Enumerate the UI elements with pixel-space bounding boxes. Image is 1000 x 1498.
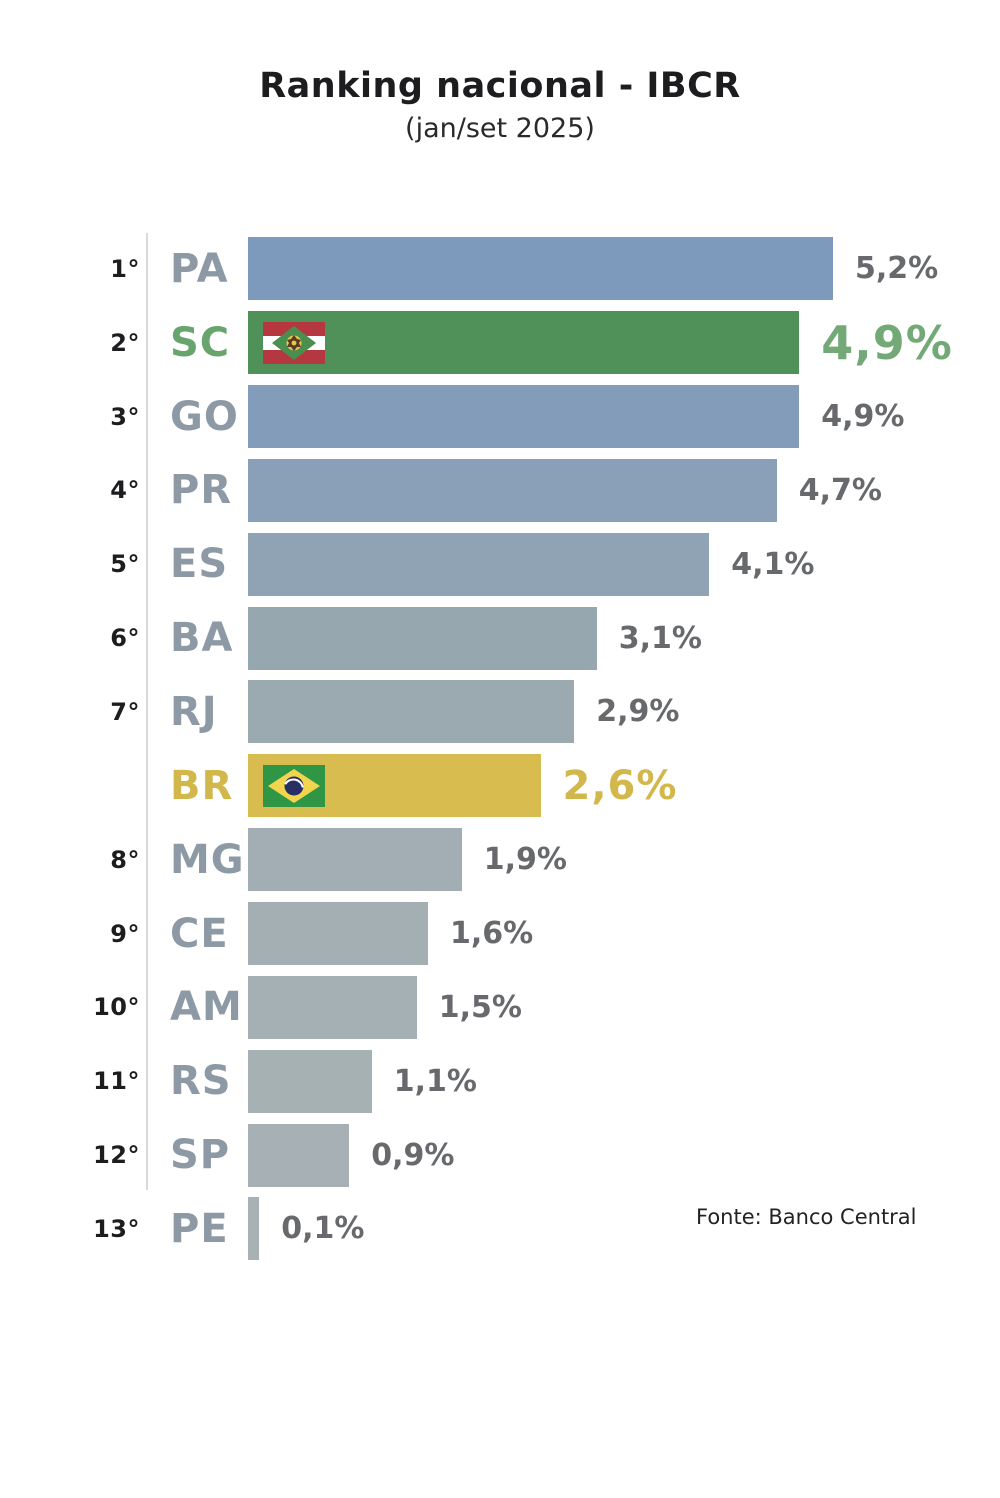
rank-label: 8° <box>110 845 140 874</box>
bar <box>248 828 462 892</box>
chart-row-go: 3° GO 4,9% <box>0 380 1000 454</box>
rank-label: 9° <box>110 919 140 948</box>
bar-value: 0,9% <box>371 1137 455 1173</box>
state-label: PA <box>170 245 229 292</box>
rank-label: 10° <box>93 993 140 1022</box>
bar <box>248 532 710 596</box>
chart-row-sp: 12° SP 0,9% <box>0 1118 1000 1192</box>
state-label: BA <box>170 615 234 662</box>
rank-label: 4° <box>110 476 140 505</box>
bar-value: 1,1% <box>393 1063 477 1099</box>
bar-chart: 1° PA 5,2% 2° SC 4,9% 3° <box>0 232 1000 1266</box>
bar-value: 4,7% <box>798 472 882 508</box>
chart-row-sc: 2° SC 4,9% <box>0 306 1000 380</box>
rank-label: 6° <box>110 624 140 653</box>
rank-label: 5° <box>110 550 140 579</box>
bar-value: 3,1% <box>618 620 702 656</box>
chart-row-pe: 13° PE 0,1% <box>0 1192 1000 1266</box>
chart-subtitle: (jan/set 2025) <box>405 113 595 144</box>
state-label: GO <box>170 393 239 440</box>
chart-row-ce: 9° CE 1,6% <box>0 897 1000 971</box>
state-label: PR <box>170 467 233 514</box>
state-label: ES <box>170 541 229 588</box>
bar <box>248 311 800 375</box>
rank-label: 11° <box>93 1067 140 1096</box>
chart-row-mg: 8° MG 1,9% <box>0 823 1000 897</box>
santa-catarina-flag-icon <box>263 321 325 364</box>
bar <box>248 606 597 670</box>
rank-label: 12° <box>93 1141 140 1170</box>
bar-value: 4,1% <box>731 546 815 582</box>
bar <box>248 680 575 744</box>
bar-value: 2,9% <box>596 694 680 730</box>
bar-value: 1,9% <box>483 842 567 878</box>
chart-row-br: BR 2,6% <box>0 749 1000 823</box>
bar <box>248 385 800 449</box>
state-label: RJ <box>170 688 218 735</box>
state-label: SC <box>170 319 231 366</box>
rank-label: 3° <box>110 402 140 431</box>
state-label: AM <box>170 984 243 1031</box>
bar <box>248 902 428 966</box>
rank-label: 13° <box>93 1214 140 1243</box>
rank-label: 7° <box>110 697 140 726</box>
chart-row-am: 10° AM 1,5% <box>0 970 1000 1044</box>
chart-row-ba: 6° BA 3,1% <box>0 601 1000 675</box>
rank-label: 1° <box>110 254 140 283</box>
state-label: PE <box>170 1205 229 1252</box>
axis-line <box>146 233 148 1190</box>
bar <box>248 1123 350 1187</box>
bar-value: 1,6% <box>450 916 534 952</box>
bar-value: 4,9% <box>821 315 953 370</box>
bar <box>248 1197 260 1261</box>
state-label: CE <box>170 910 229 957</box>
bar <box>248 975 417 1039</box>
bar-value: 0,1% <box>281 1211 365 1247</box>
bar-value: 1,5% <box>438 989 522 1025</box>
brazil-flag-icon <box>263 764 325 807</box>
chart-row-pr: 4° PR 4,7% <box>0 454 1000 528</box>
state-label: BR <box>170 762 234 809</box>
source-credit: Fonte: Banco Central <box>696 1205 917 1229</box>
chart-row-pa: 1° PA 5,2% <box>0 232 1000 306</box>
bar <box>248 1049 372 1113</box>
chart-row-es: 5° ES 4,1% <box>0 527 1000 601</box>
bar <box>248 754 541 818</box>
chart-row-rs: 11° RS 1,1% <box>0 1044 1000 1118</box>
rank-label: 2° <box>110 328 140 357</box>
state-label: SP <box>170 1132 231 1179</box>
state-label: RS <box>170 1058 232 1105</box>
bar-value: 2,6% <box>562 762 678 809</box>
bar-value: 4,9% <box>821 399 905 435</box>
bar <box>248 237 833 301</box>
chart-row-rj: 7° RJ 2,9% <box>0 675 1000 749</box>
state-label: MG <box>170 836 245 883</box>
bar-value: 5,2% <box>855 251 939 287</box>
chart-header: Ranking nacional - IBCR (jan/set 2025) <box>0 66 1000 144</box>
chart-title: Ranking nacional - IBCR <box>259 66 741 106</box>
bar <box>248 458 777 522</box>
